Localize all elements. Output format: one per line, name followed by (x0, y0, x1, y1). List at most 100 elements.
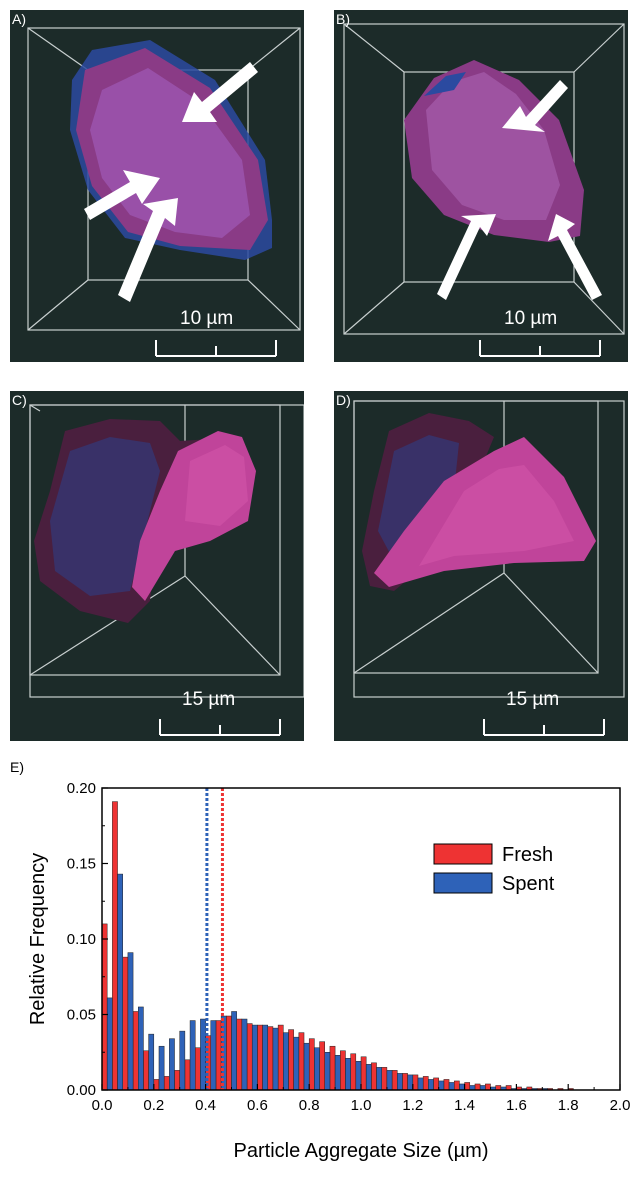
bar-fresh-14 (246, 1023, 253, 1091)
bar-fresh-21 (319, 1041, 325, 1091)
bar-fresh-31 (422, 1076, 429, 1091)
bar-fresh-9 (194, 1047, 201, 1091)
x-axis-ticks: 0.0 0.2 0.4 0.6 0.8 1.0 1.2 1.4 1.6 1.8 2.0 (92, 1084, 631, 1114)
bar-fresh-28 (391, 1070, 398, 1091)
panel-c-rendering (29, 404, 304, 736)
legend-swatch-spent (433, 872, 493, 894)
panel-d-label: D) (336, 392, 351, 408)
panel-d-rendering (353, 400, 625, 736)
bar-spent-21 (324, 1052, 331, 1091)
bar-fresh-25 (360, 1056, 367, 1091)
bar-fresh-30 (412, 1074, 419, 1091)
bar-spent-32 (438, 1080, 445, 1091)
bar-spent-19 (303, 1042, 310, 1091)
panel-b: B) 10 µm (334, 10, 628, 362)
bar-fresh-24 (350, 1053, 357, 1091)
bar-spent-22 (334, 1055, 341, 1091)
bar-spent-24 (355, 1061, 362, 1091)
bar-spent-3 (138, 1006, 144, 1091)
bar-spent-14 (251, 1024, 258, 1091)
bar-fresh-0 (101, 923, 108, 1091)
panel-e-label: E) (10, 759, 24, 775)
bar-fresh-18 (288, 1029, 294, 1091)
bar-spent-28 (397, 1073, 403, 1091)
bar-spent-30 (417, 1077, 424, 1091)
panel-a-scale-label: 10 µm (180, 308, 234, 329)
bar-fresh-4 (143, 1050, 149, 1091)
mean-lines (205, 788, 224, 1090)
y-tick-label-2: 0.10 (67, 931, 96, 948)
bar-spent-4 (148, 1033, 155, 1091)
x-tick-label-0: 0.0 (92, 1097, 113, 1114)
bar-fresh-33 (443, 1079, 450, 1091)
bar-spent-1 (117, 873, 123, 1091)
legend-swatch-fresh (433, 843, 493, 865)
bar-spent-8 (189, 1020, 196, 1091)
bar-spent-0 (106, 997, 113, 1091)
bar-spent-34 (459, 1083, 465, 1091)
bar-fresh-22 (329, 1045, 336, 1091)
bar-spent-13 (241, 1018, 248, 1091)
bar-spent-12 (231, 1011, 237, 1091)
y-tick-label-1: 0.05 (67, 1007, 96, 1024)
bar-fresh-29 (402, 1073, 408, 1091)
bar-spent-7 (179, 1030, 186, 1091)
bar-fresh-2 (122, 956, 129, 1091)
y-axis-label: Relative Frequency (27, 853, 49, 1025)
panel-c-label: C) (12, 392, 27, 408)
bar-fresh-8 (184, 1059, 191, 1091)
x-tick-label-9: 1.8 (558, 1097, 579, 1114)
bar-spent-20 (314, 1047, 320, 1091)
bar-spent-5 (158, 1045, 165, 1091)
panel-d-scale-label: 15 µm (506, 689, 560, 710)
bar-fresh-19 (298, 1032, 305, 1091)
bar-spent-27 (386, 1070, 393, 1091)
bar-fresh-3 (132, 1011, 139, 1091)
bar-spent-6 (169, 1038, 175, 1091)
bar-spent-33 (448, 1082, 455, 1091)
x-axis-label: Particle Aggregate Size (µm) (234, 1140, 489, 1162)
bar-spent-31 (428, 1079, 434, 1091)
bar-fresh-15 (257, 1024, 263, 1091)
bar-spent-26 (376, 1067, 382, 1091)
bar-fresh-16 (267, 1026, 274, 1091)
y-tick-label-4: 0.20 (67, 780, 96, 797)
legend-label-fresh: Fresh (502, 844, 553, 866)
panel-a: A) 10 µm (10, 10, 304, 362)
panel-c-scale-label: 15 µm (182, 689, 236, 710)
x-tick-label-6: 1.2 (402, 1097, 423, 1114)
bar-fresh-34 (453, 1080, 460, 1091)
panel-d: D) 15 µm (334, 391, 628, 741)
y-axis-ticks: 0.00 0.05 0.10 0.15 0.20 (67, 780, 108, 1099)
bar-fresh-36 (474, 1083, 481, 1091)
y-tick-label-3: 0.15 (67, 856, 96, 873)
bar-spent-23 (345, 1058, 351, 1091)
bar-spent-9 (200, 1018, 206, 1091)
bar-fresh-26 (371, 1062, 377, 1091)
x-tick-label-2: 0.4 (195, 1097, 216, 1114)
legend-label-spent: Spent (502, 873, 555, 895)
x-tick-label-4: 0.8 (299, 1097, 320, 1114)
bar-spent-25 (365, 1064, 372, 1091)
bar-fresh-12 (226, 1015, 232, 1091)
bar-spent-29 (407, 1074, 414, 1091)
bar-fresh-6 (163, 1076, 170, 1091)
y-tick-label-0: 0.00 (67, 1082, 96, 1099)
x-tick-label-1: 0.2 (143, 1097, 164, 1114)
bar-spent-2 (127, 952, 134, 1091)
x-tick-label-7: 1.4 (454, 1097, 475, 1114)
bar-spent-18 (293, 1036, 300, 1091)
histogram-chart: E) 0.0 0.2 0.4 0.6 0.8 1.0 1.2 1.4 1.6 1.8 2.0 0.0… (10, 759, 631, 1162)
bar-fresh-32 (433, 1077, 439, 1091)
bar-fresh-13 (236, 1018, 243, 1091)
bar-fresh-7 (174, 1070, 180, 1091)
x-tick-label-10: 2.0 (610, 1097, 631, 1114)
x-tick-label-3: 0.6 (247, 1097, 268, 1114)
bar-fresh-23 (340, 1050, 346, 1091)
x-tick-label-5: 1.0 (351, 1097, 372, 1114)
bar-spent-15 (262, 1024, 269, 1091)
panel-b-label: B) (336, 11, 350, 27)
bar-fresh-20 (308, 1038, 315, 1091)
bar-fresh-5 (153, 1079, 160, 1091)
bar-fresh-17 (277, 1024, 284, 1091)
